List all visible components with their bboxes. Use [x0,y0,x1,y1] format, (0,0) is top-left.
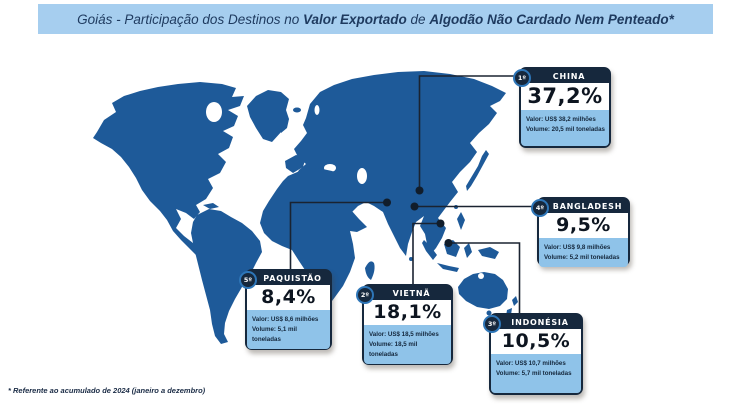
java [437,263,459,272]
country-label-indonesia: INDONÉSIA [491,315,581,329]
gulf-of-carpentaria [478,273,484,279]
caribbean-islands [203,203,219,209]
rank-badge-vietna: 2º [356,286,374,304]
location-dot-bangladesh [410,202,419,211]
valor-indonesia: Valor: US$ 10,7 milhões [496,360,566,367]
footnote: * Referente ao acumulado de 2024 (janeir… [8,386,206,395]
country-label-bangladesh: BANGLADESH [539,199,628,213]
volume-bangladesh: Volume: 5,2 mil toneladas [544,253,620,261]
percent-indonesia: 10,5% [501,330,571,352]
location-dot-paquistao [383,198,391,207]
japan [466,150,489,191]
sumatra [422,240,437,260]
australia [458,272,508,309]
volume-indonesia: Volume: 5,7 mil toneladas [496,369,572,377]
valor-bangladesh: Valor: US$ 9,8 milhões [544,244,611,251]
location-dot-china [415,186,424,195]
callout-china: 1º CHINA 37,2% Valor: US$ 38,2 milhões V… [513,67,611,148]
valor-china: Valor: US$ 38,2 milhões [526,116,596,123]
callout-indonesia: 3º INDONÉSIA 10,5% Valor: US$ 10,7 milhõ… [483,313,583,395]
details-china: Valor: US$ 38,2 milhões Volume: 20,5 mil… [521,110,609,146]
rank-badge-indonesia: 3º [483,315,501,333]
percent-china: 37,2% [527,84,603,108]
continent-north-america [93,82,244,264]
new-guinea [478,247,499,259]
sri-lanka [409,257,413,261]
sulawesi [464,243,472,258]
location-dot-indonesia [444,239,453,247]
details-bangladesh: Valor: US$ 9,8 milhões Volume: 5,2 mil t… [539,238,628,267]
percent-vietna: 18,1% [373,301,442,323]
connector-china [418,75,524,190]
title-part1: Goiás - Participação dos Destinos no [77,11,303,27]
rank-badge-bangladesh: 4º [531,199,549,217]
title-part3: de [406,11,430,27]
connector-indonesia [448,242,521,313]
volume-vietna: Volume: 18,5 mil toneladas [369,340,418,358]
callout-vietna: 2º VIETNÃ 18,1% Valor: US$ 18,5 milhões … [356,284,453,365]
hudson-bay [206,102,222,122]
country-label-vietna: VIETNÃ [364,286,451,300]
percent-paquistao: 8,4% [261,286,316,308]
baltic-sea [314,105,320,115]
iceland [293,107,301,113]
madagascar [365,261,375,280]
title-part4: Algodão Não Cardado Nem Penteado* [429,11,674,27]
valor-vietna: Valor: US$ 18,5 milhões [369,331,439,338]
details-paquistao: Valor: US$ 8,6 milhões Volume: 5,1 mil t… [247,310,330,349]
valor-paquistao: Valor: US$ 8,6 milhões [252,316,319,323]
philippines [457,212,465,230]
british-isles [272,114,289,133]
country-label-china: CHINA [521,69,609,83]
volume-china: Volume: 20,5 mil toneladas [526,125,605,133]
volume-paquistao: Volume: 5,1 mil toneladas [252,325,297,343]
callout-bangladesh: 4º BANGLADESH 9,5% Valor: US$ 9,8 milhõe… [531,197,630,267]
iberia [285,155,306,173]
country-label-paquistao: PAQUISTÃO [247,271,330,285]
title-bar: Goiás - Participação dos Destinos no Val… [38,4,713,34]
connector-vietna [412,222,441,284]
details-vietna: Valor: US$ 18,5 milhões Volume: 18,5 mil… [364,325,451,364]
rank-badge-paquistao: 5º [239,271,257,289]
continent-south-america [191,209,262,344]
caspian-sea [357,168,367,184]
rank-badge-china: 1º [513,69,531,87]
location-dot-vietna [436,219,445,228]
new-zealand [506,296,518,316]
percent-bangladesh: 9,5% [556,214,611,236]
callout-paquistao: 5º PAQUISTÃO 8,4% Valor: US$ 8,6 milhões… [239,269,332,350]
connector-paquistao [289,201,387,269]
title-part2: Valor Exportado [303,11,407,27]
details-indonesia: Valor: US$ 10,7 milhões Volume: 5,7 mil … [491,354,581,393]
